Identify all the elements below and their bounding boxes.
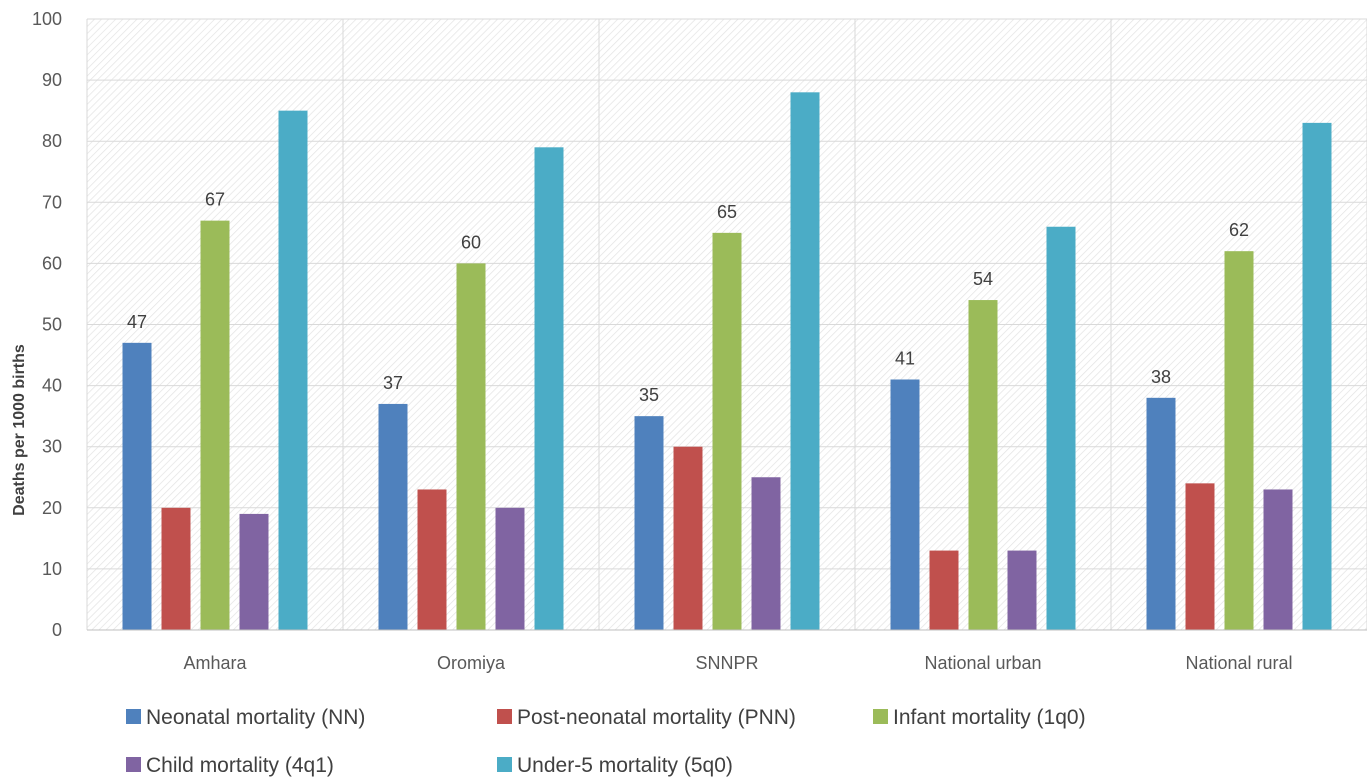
y-tick-label: 0 <box>52 620 62 640</box>
y-tick-label: 100 <box>32 9 62 29</box>
bar <box>378 403 408 630</box>
y-axis-ticks: 0 10 20 30 40 50 60 70 80 90 100 <box>32 9 62 640</box>
bar <box>751 477 781 630</box>
y-tick-label: 70 <box>42 192 62 212</box>
legend-swatch <box>497 757 512 772</box>
y-tick-label: 90 <box>42 70 62 90</box>
data-label: 65 <box>717 202 737 222</box>
bar <box>890 379 920 630</box>
bar <box>1046 226 1076 631</box>
legend-label: Under-5 mortality (5q0) <box>517 754 733 777</box>
y-tick-label: 80 <box>42 131 62 151</box>
y-axis-title: Deaths per 1000 births <box>11 344 28 516</box>
data-label: 47 <box>127 312 147 332</box>
data-label: 62 <box>1229 220 1249 240</box>
bar <box>417 489 447 630</box>
bars <box>122 92 1332 631</box>
bar <box>1263 489 1293 630</box>
bar <box>929 550 959 630</box>
y-tick-label: 30 <box>42 437 62 457</box>
bar <box>278 110 308 630</box>
data-label: 37 <box>383 373 403 393</box>
data-labels: 47 67 37 60 35 65 41 54 38 62 <box>127 190 1249 406</box>
bar <box>1224 251 1254 630</box>
legend-label: Infant mortality (1q0) <box>893 706 1086 729</box>
bar <box>1146 397 1176 630</box>
bar <box>456 263 486 630</box>
bar <box>673 446 703 630</box>
y-tick-label: 60 <box>42 253 62 273</box>
legend-label: Neonatal mortality (NN) <box>146 706 365 729</box>
bar <box>534 147 564 630</box>
bar <box>200 220 230 630</box>
y-tick-label: 20 <box>42 498 62 518</box>
x-tick-label: Oromiya <box>437 653 506 673</box>
data-label: 35 <box>639 385 659 405</box>
data-label: 41 <box>895 348 915 368</box>
legend-label: Post-neonatal mortality (PNN) <box>517 706 796 729</box>
x-tick-label: National urban <box>924 653 1041 673</box>
bar <box>161 507 191 630</box>
data-label: 67 <box>205 190 225 210</box>
legend-label: Child mortality (4q1) <box>146 754 334 777</box>
legend-swatch <box>126 757 141 772</box>
bar <box>968 300 998 630</box>
legend-swatch <box>497 709 512 724</box>
x-tick-label: SNNPR <box>695 653 758 673</box>
y-tick-label: 10 <box>42 559 62 579</box>
bar <box>712 232 742 630</box>
data-label: 38 <box>1151 367 1171 387</box>
bar <box>1185 483 1215 630</box>
bar <box>239 513 269 630</box>
x-tick-label: Amhara <box>183 653 247 673</box>
x-tick-label: National rural <box>1185 653 1292 673</box>
y-tick-label: 50 <box>42 315 62 335</box>
bar <box>790 92 820 630</box>
bar <box>122 342 152 630</box>
data-label: 60 <box>461 232 481 252</box>
data-label: 54 <box>973 269 993 289</box>
bar <box>495 507 525 630</box>
bar <box>634 416 664 630</box>
legend-swatch <box>126 709 141 724</box>
x-axis-ticks: Amhara Oromiya SNNPR National urban National… <box>183 653 1292 673</box>
legend-swatch <box>873 709 888 724</box>
bar <box>1007 550 1037 630</box>
bar <box>1302 122 1332 631</box>
y-tick-label: 40 <box>42 376 62 396</box>
legend: Neonatal mortality (NN) Post-neonatal mor… <box>126 706 1086 777</box>
